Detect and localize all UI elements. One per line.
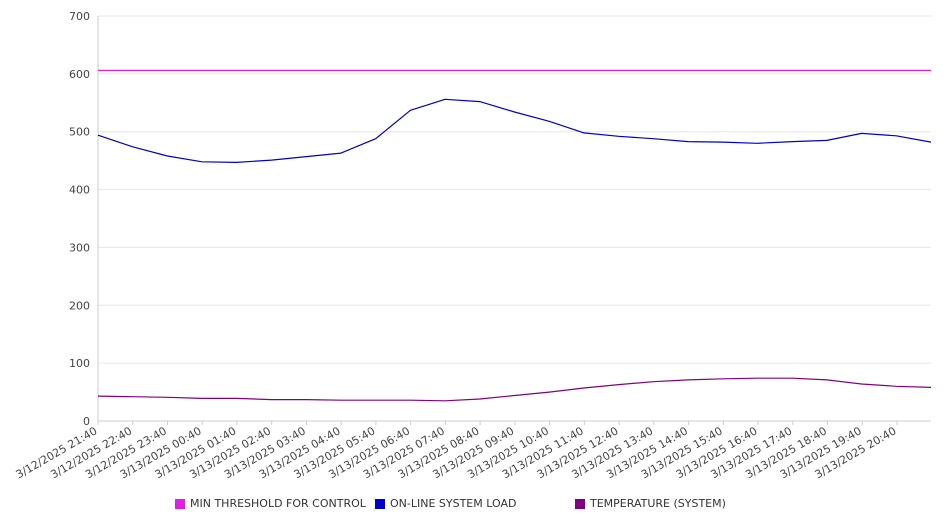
series-line-system-load <box>97 98 932 163</box>
y-tick-label: 500 <box>69 126 90 139</box>
legend-label-system-load: ON-LINE SYSTEM LOAD <box>390 497 517 510</box>
series-lines <box>97 69 932 402</box>
legend-label-min-threshold: MIN THRESHOLD FOR CONTROL <box>190 497 366 510</box>
y-tick-label: 600 <box>69 68 90 81</box>
legend-swatch-temperature <box>575 498 585 509</box>
line-chart: 0 100 200 300 400 500 600 700 3/12/2025 21:403/… <box>14 10 932 481</box>
legend-item-system-load: ON-LINE SYSTEM LOAD <box>375 497 516 510</box>
y-tick-labels: 0 100 200 300 400 500 600 700 <box>69 10 90 428</box>
series-line-temperature <box>97 377 932 402</box>
y-tick-label: 700 <box>69 10 90 23</box>
grid-lines <box>98 15 931 364</box>
legend-item-min-threshold: MIN THRESHOLD FOR CONTROL <box>175 497 366 510</box>
legend-swatch-min-threshold <box>175 498 185 509</box>
legend: MIN THRESHOLD FOR CONTROL ON-LINE SYSTEM… <box>0 497 946 515</box>
axes <box>97 16 931 425</box>
y-tick-label: 400 <box>69 184 90 197</box>
legend-item-temperature: TEMPERATURE (SYSTEM) <box>575 497 726 510</box>
x-tick-labels: 3/12/2025 21:403/12/2025 22:403/12/2025 … <box>14 424 899 481</box>
y-tick-label: 300 <box>69 241 90 254</box>
y-tick-label: 200 <box>69 299 90 312</box>
y-tick-label: 0 <box>83 415 90 428</box>
y-tick-label: 100 <box>69 357 90 370</box>
legend-swatch-system-load <box>375 498 385 509</box>
legend-label-temperature: TEMPERATURE (SYSTEM) <box>590 497 726 510</box>
